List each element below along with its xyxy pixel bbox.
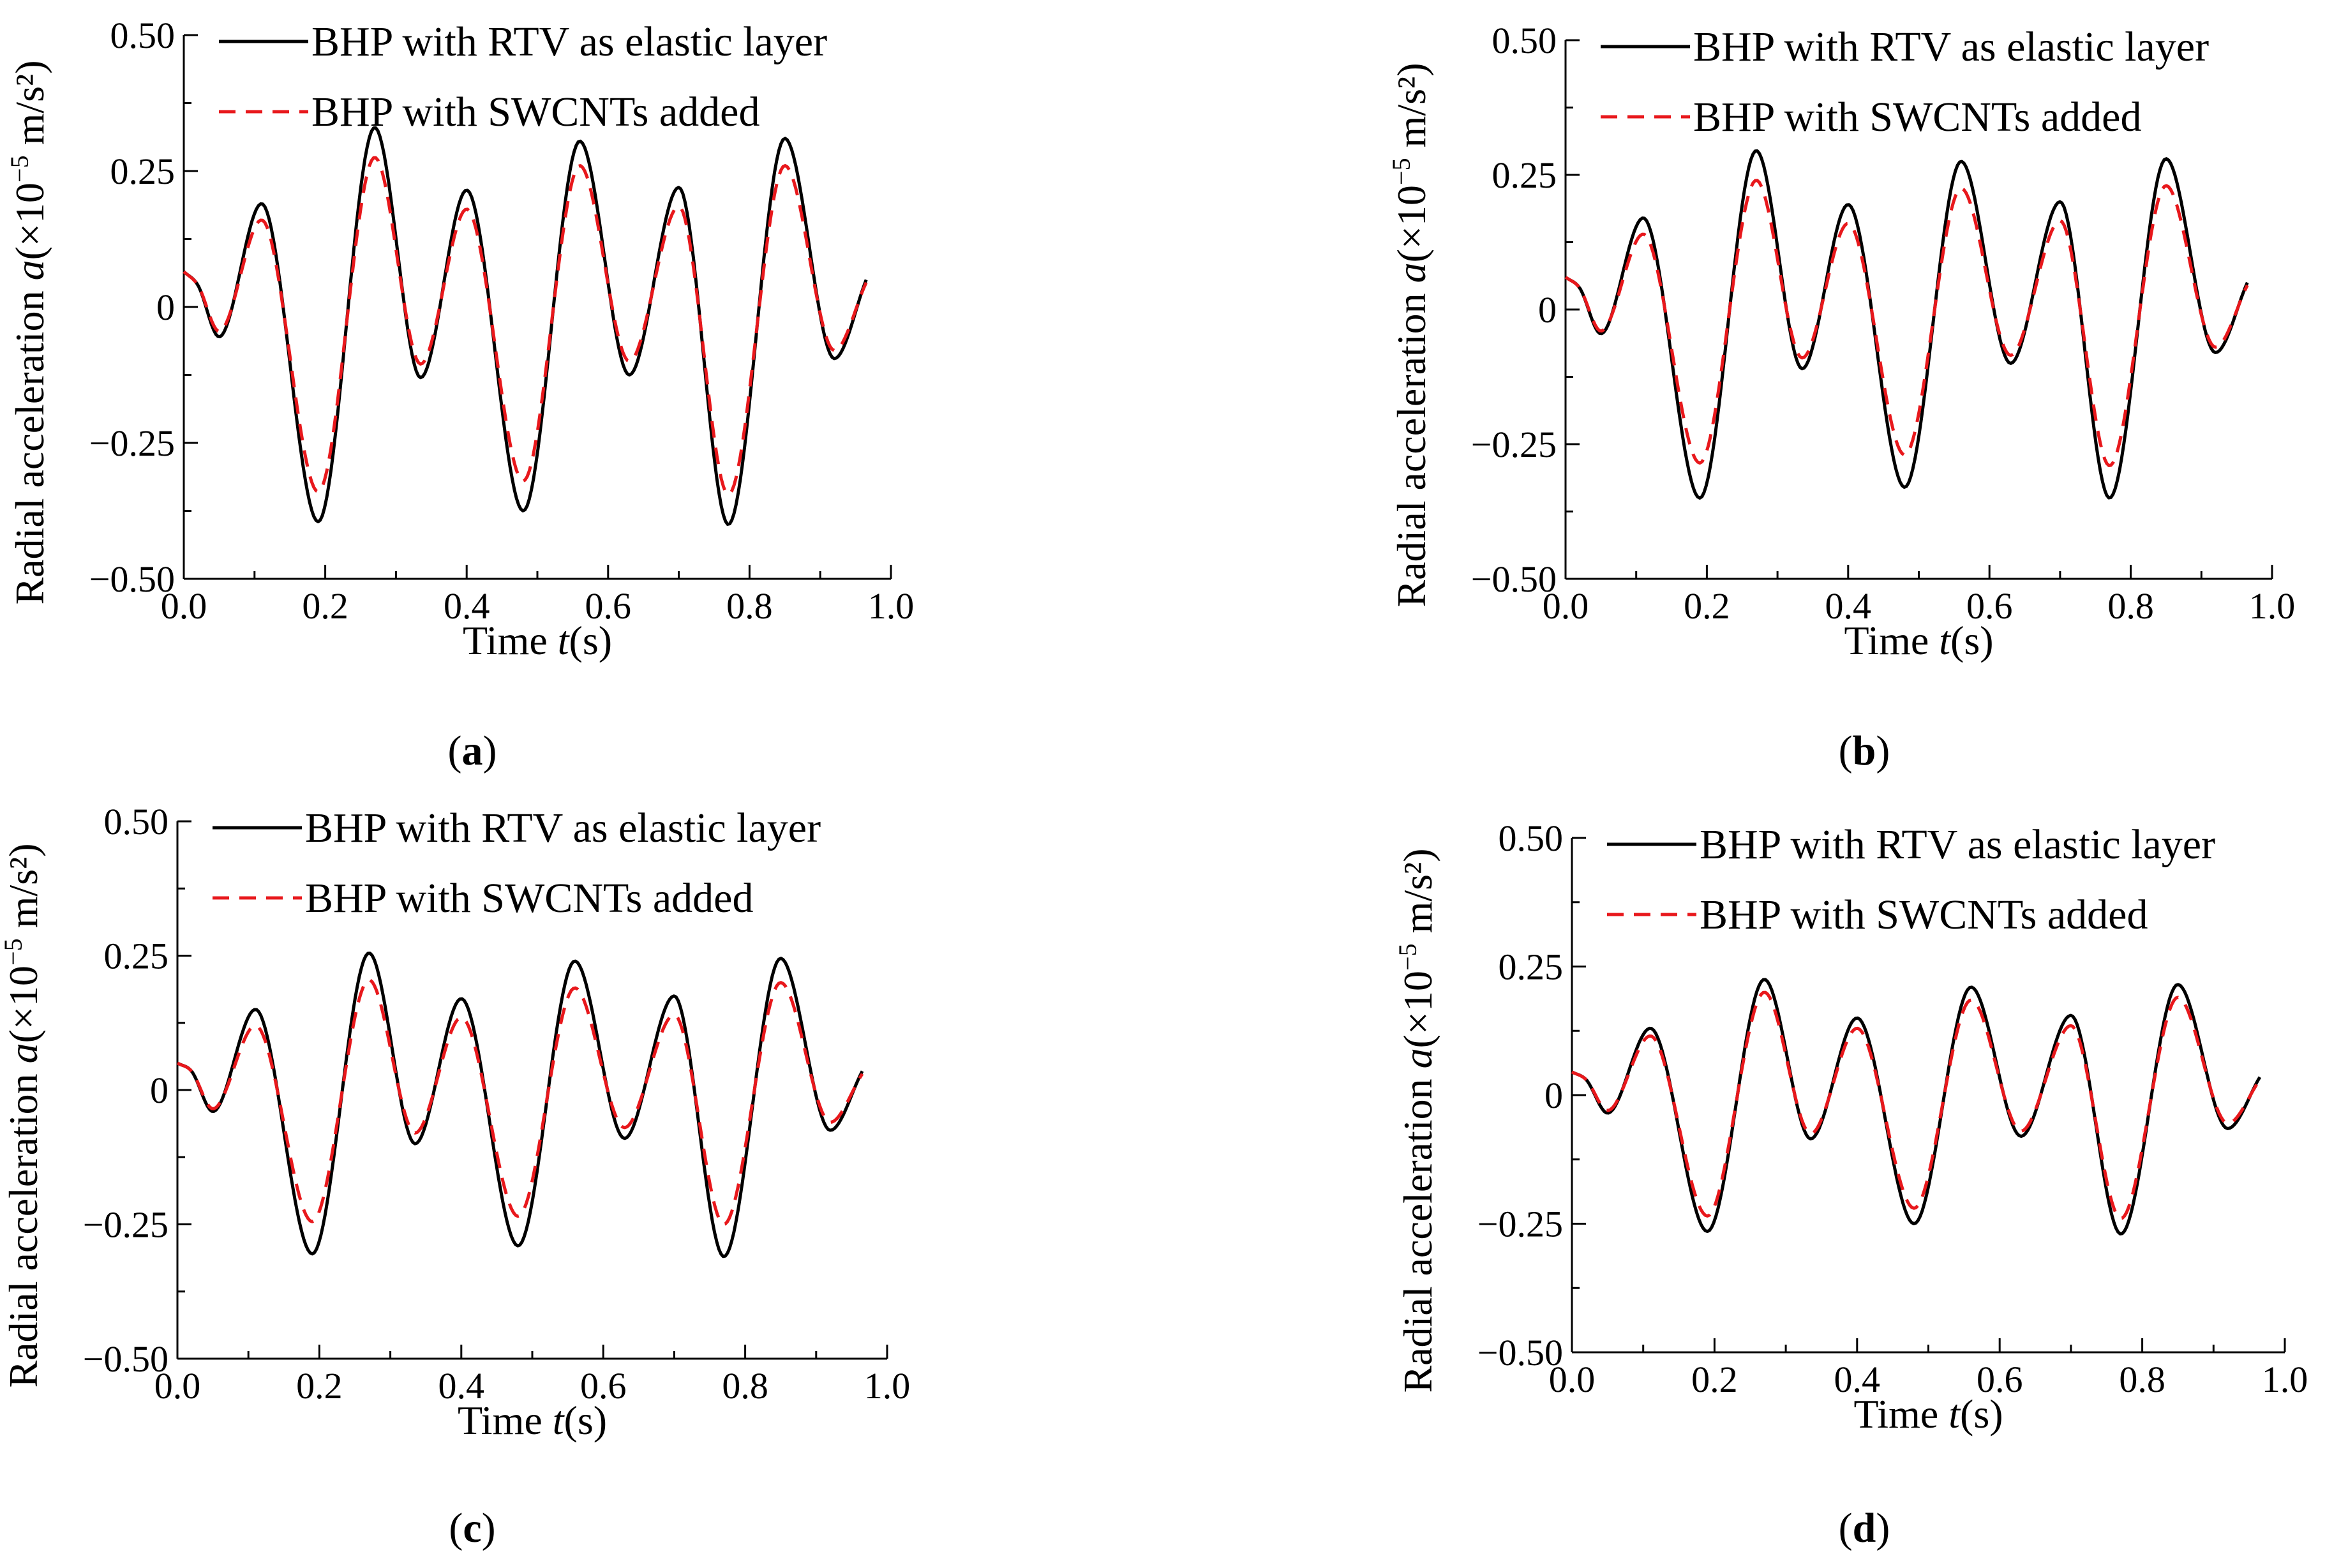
y-tick-label: 0 xyxy=(1544,1075,1563,1116)
y-tick-label: −0.50 xyxy=(1471,558,1557,600)
y-tick-label: 0 xyxy=(1538,289,1557,331)
y-tick-label: 0.25 xyxy=(1492,154,1557,196)
x-tick-label: 0.6 xyxy=(585,585,632,627)
chart-panel-d: 0.0 0.2 0.4 0.6 0.8 1.0 0.50 0.25 0 −0.25 −0.50 Tim… xyxy=(1393,818,2308,1551)
y-tick-label: −0.25 xyxy=(83,1204,168,1246)
y-axis-label: Radial acceleration a(×10−5 m/s²) xyxy=(1393,848,1440,1393)
x-tick-label: 1.0 xyxy=(2249,585,2296,627)
x-tick-label: 0.4 xyxy=(1834,1359,1881,1400)
x-tick-label: 1.0 xyxy=(864,1365,911,1407)
series-line-swcnt xyxy=(176,978,864,1226)
y-tick-label: 0.25 xyxy=(104,936,169,977)
panel-caption: (c) xyxy=(449,1505,495,1551)
legend-label: BHP with SWCNTs added xyxy=(311,89,759,135)
chart-panel-c: 0.0 0.2 0.4 0.6 0.8 1.0 0.50 0.25 0 −0.25 −0.50 Tim… xyxy=(0,801,910,1551)
x-tick-label: 0.2 xyxy=(1684,585,1730,627)
legend-label: BHP with RTV as elastic layer xyxy=(1700,821,2215,868)
y-tick-label: 0 xyxy=(156,287,175,328)
x-tick-label: 0.6 xyxy=(1977,1359,2023,1400)
y-tick-label: −0.25 xyxy=(1477,1204,1563,1245)
legend-label: BHP with SWCNTs added xyxy=(1700,892,2148,938)
y-tick-label: −0.50 xyxy=(83,1338,168,1380)
x-axis-label: Time t(s) xyxy=(458,1398,607,1443)
x-tick-label: 0.2 xyxy=(1691,1359,1738,1400)
y-tick-label: −0.50 xyxy=(1477,1332,1563,1373)
legend-label: BHP with SWCNTs added xyxy=(1693,94,2141,140)
y-tick-label: −0.25 xyxy=(1471,424,1557,465)
panel-caption: (b) xyxy=(1839,728,1890,774)
x-tick-label: 0.0 xyxy=(1549,1359,1596,1400)
y-tick-label: −0.25 xyxy=(89,422,175,464)
y-axis-label: Radial acceleration a(×10−5 m/s²) xyxy=(1387,63,1434,607)
y-tick-label: 0.25 xyxy=(110,151,176,192)
y-tick-label: 0.50 xyxy=(110,15,176,56)
chart-panel-b: 0.0 0.2 0.4 0.6 0.8 1.0 0.50 0.25 0 −0.25 −0.50 Tim… xyxy=(1387,20,2295,774)
x-axis-label: Time t(s) xyxy=(1844,618,1993,663)
x-tick-label: 0.0 xyxy=(1543,585,1589,627)
series-line-swcnt xyxy=(1564,179,2249,467)
y-tick-label: 0 xyxy=(150,1070,168,1111)
x-tick-label: 0.4 xyxy=(1825,585,1872,627)
y-tick-label: 0.25 xyxy=(1499,946,1564,988)
panel-caption: (a) xyxy=(448,728,497,774)
series-line-rtv xyxy=(176,952,864,1258)
x-tick-label: 0.4 xyxy=(444,585,490,627)
legend-label: BHP with SWCNTs added xyxy=(305,875,753,922)
series-line-swcnt xyxy=(183,156,868,497)
y-tick-label: 0.50 xyxy=(104,801,169,842)
x-tick-label: 0.2 xyxy=(302,585,348,627)
series-line-swcnt xyxy=(1571,990,2261,1220)
x-tick-label: 0.8 xyxy=(722,1365,768,1407)
x-tick-label: 0.8 xyxy=(2119,1359,2165,1400)
x-tick-label: 0.6 xyxy=(1966,585,2013,627)
x-axis-label: Time t(s) xyxy=(463,618,612,663)
x-tick-label: 0.0 xyxy=(154,1365,201,1407)
x-tick-label: 0.4 xyxy=(438,1365,485,1407)
x-tick-label: 0.0 xyxy=(161,585,207,627)
x-tick-label: 0.8 xyxy=(726,585,773,627)
legend-label: BHP with RTV as elastic layer xyxy=(1693,24,2209,70)
x-tick-label: 1.0 xyxy=(868,585,915,627)
x-axis-label: Time t(s) xyxy=(1853,1391,2003,1437)
panel-caption: (d) xyxy=(1839,1505,1890,1551)
y-tick-label: −0.50 xyxy=(89,558,175,600)
y-tick-label: 0.50 xyxy=(1499,818,1564,859)
x-tick-label: 0.8 xyxy=(2107,585,2154,627)
x-tick-label: 0.6 xyxy=(580,1365,627,1407)
y-axis-label: Radial acceleration a(×10−5 m/s²) xyxy=(5,60,52,604)
legend-label: BHP with RTV as elastic layer xyxy=(305,805,821,851)
y-axis-label: Radial acceleration a(×10−5 m/s²) xyxy=(0,843,46,1387)
y-tick-label: 0.50 xyxy=(1492,20,1557,61)
chart-panel-a: 0.0 0.2 0.4 0.6 0.8 1.0 0.50 0.25 0 −0.25 −0.50 Tim… xyxy=(5,15,914,774)
x-tick-label: 1.0 xyxy=(2262,1359,2308,1400)
legend-label: BHP with RTV as elastic layer xyxy=(311,19,827,65)
x-tick-label: 0.2 xyxy=(296,1365,343,1407)
